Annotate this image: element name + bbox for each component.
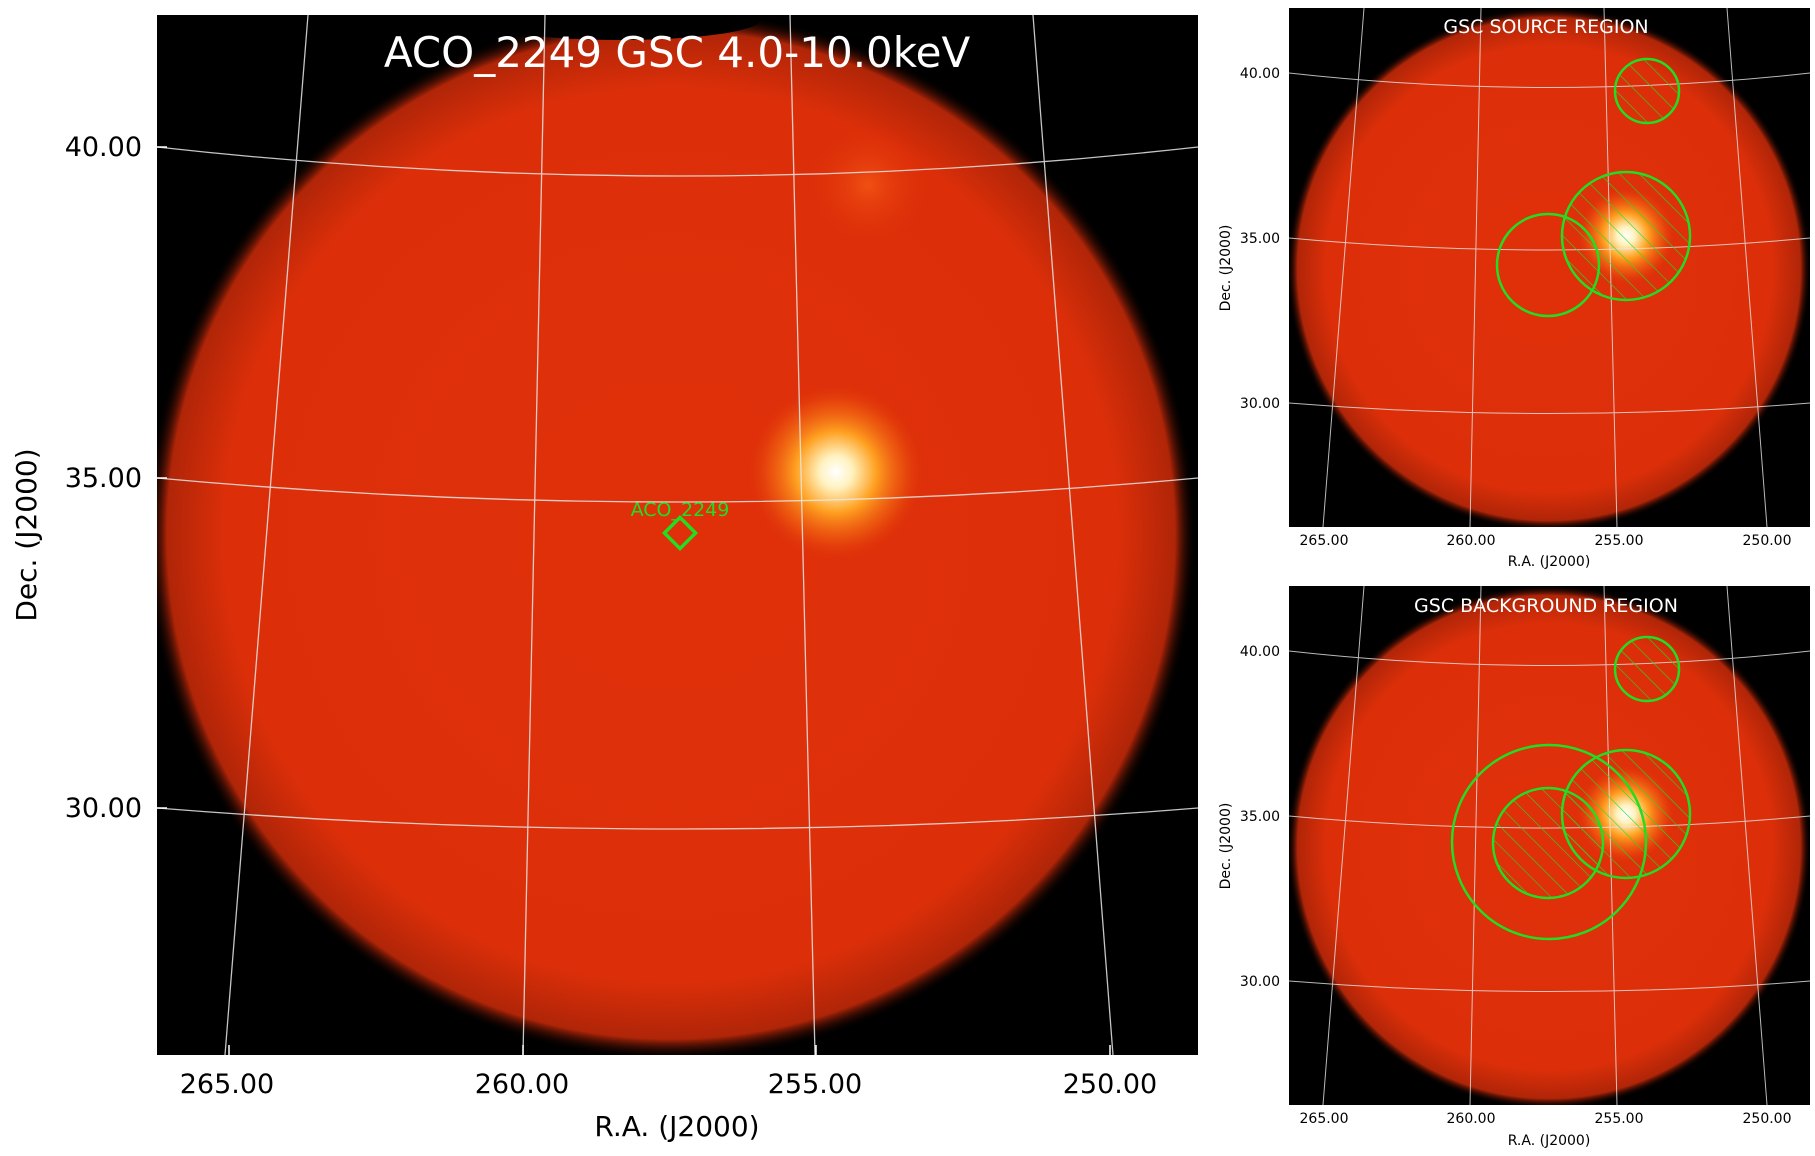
- field-notch: [480, 15, 760, 40]
- bright-source: [746, 382, 926, 562]
- source-excluded-region-2: [1560, 170, 1692, 302]
- source-x-tick-265: 265.00: [1300, 533, 1349, 549]
- main-y-axis-label: Dec. (J2000): [10, 448, 43, 621]
- detector-field: [157, 15, 1196, 1055]
- source-y-tick-35: 35.00: [1240, 231, 1280, 247]
- background-x-tick-250: 250.00: [1743, 1111, 1792, 1127]
- background-region-circle: [1450, 743, 1648, 941]
- source-y-tick-30: 30.00: [1240, 396, 1280, 412]
- background-image: GSC BACKGROUND REGION: [1289, 586, 1810, 1105]
- faint-source: [808, 125, 928, 245]
- background-region-panel: GSC BACKGROUND REGION 265.00 260.00 255.…: [1218, 586, 1810, 1149]
- background-y-tick-35: 35.00: [1240, 809, 1280, 825]
- main-y-tick-30: 30.00: [65, 793, 142, 824]
- target-marker-icon: [661, 514, 699, 552]
- source-x-tick-255: 255.00: [1595, 533, 1644, 549]
- background-y-tick-40: 40.00: [1240, 644, 1280, 660]
- main-x-axis-label: R.A. (J2000): [594, 1110, 759, 1143]
- main-image: ACO_2249 ACO_2249 GSC 4.0-10.0keV: [157, 15, 1198, 1055]
- source-image: GSC SOURCE REGION: [1289, 8, 1810, 527]
- source-detector-field: [1289, 8, 1810, 527]
- background-x-axis-label: R.A. (J2000): [1508, 1133, 1591, 1149]
- main-x-tick-255: 255.00: [768, 1069, 862, 1100]
- source-region-circle: [1495, 212, 1601, 318]
- background-x-tick-265: 265.00: [1300, 1111, 1349, 1127]
- source-coordinate-grid: [1289, 8, 1810, 527]
- main-panel: ACO_2249 ACO_2249 GSC 4.0-10.0keV 265.00…: [10, 15, 1198, 1143]
- background-y-tick-30: 30.00: [1240, 974, 1280, 990]
- source-x-tick-260: 260.00: [1447, 533, 1496, 549]
- main-x-tick-260: 260.00: [475, 1069, 569, 1100]
- main-title: ACO_2249 GSC 4.0-10.0keV: [384, 28, 971, 77]
- source-x-tick-250: 250.00: [1743, 533, 1792, 549]
- main-y-tick-35: 35.00: [65, 463, 142, 494]
- background-excluded-region-3: [1491, 786, 1605, 900]
- main-frame-ticks: [157, 146, 1111, 1055]
- main-x-tick-250: 250.00: [1063, 1069, 1157, 1100]
- coordinate-grid: [157, 15, 1198, 1055]
- source-x-axis-label: R.A. (J2000): [1508, 554, 1591, 570]
- source-region-panel: GSC SOURCE REGION 265.00 260.00 255.00 2…: [1218, 8, 1810, 570]
- source-y-tick-40: 40.00: [1240, 66, 1280, 82]
- main-x-tick-265: 265.00: [180, 1069, 274, 1100]
- background-panel-title: GSC BACKGROUND REGION: [1414, 595, 1678, 617]
- target-label: ACO_2249: [631, 499, 730, 521]
- background-excluded-region-1: [1613, 635, 1681, 703]
- background-x-tick-260: 260.00: [1447, 1111, 1496, 1127]
- source-panel-title: GSC SOURCE REGION: [1443, 16, 1648, 38]
- source-excluded-region-1: [1613, 57, 1681, 125]
- main-y-tick-40: 40.00: [65, 132, 142, 163]
- background-x-tick-255: 255.00: [1595, 1111, 1644, 1127]
- background-y-axis-label: Dec. (J2000): [1218, 803, 1234, 890]
- source-y-axis-label: Dec. (J2000): [1218, 225, 1234, 312]
